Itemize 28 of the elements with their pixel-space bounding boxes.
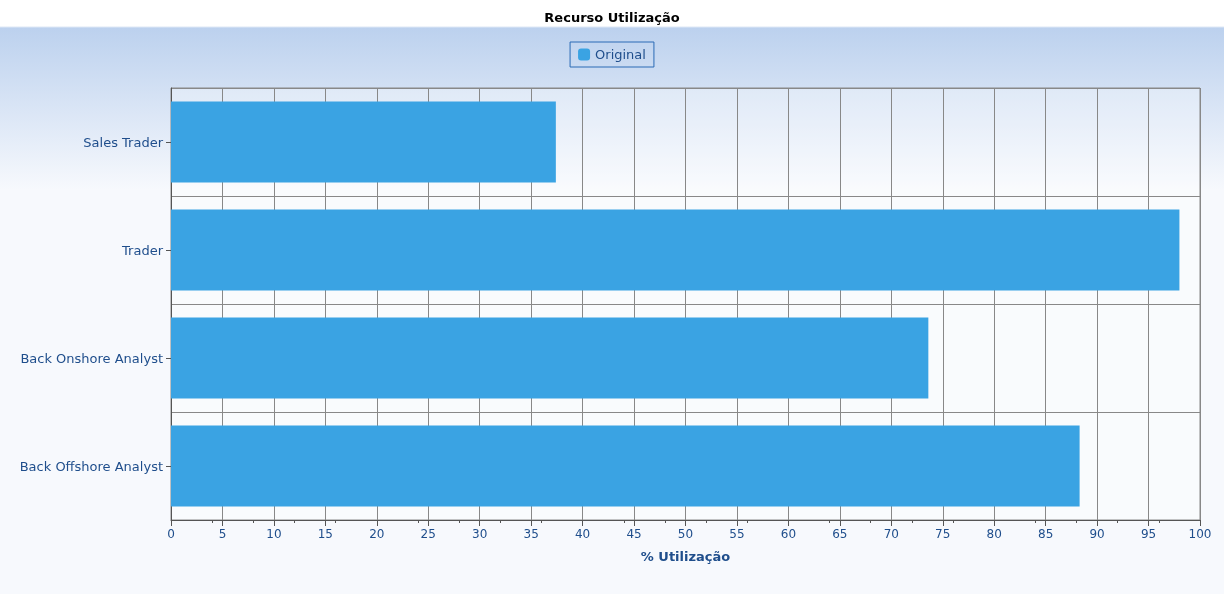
x-tick-label: 0	[167, 527, 175, 541]
x-tick-label: 65	[832, 527, 848, 541]
x-axis-title: % Utilização	[640, 549, 731, 564]
x-tick-label: 10	[266, 527, 282, 541]
x-tick-label: 15	[317, 527, 333, 541]
legend-label: Original	[595, 47, 646, 62]
x-tick-label: 95	[1140, 527, 1157, 541]
y-tick-label: Back Onshore Analyst	[20, 350, 163, 366]
x-tick-label: 25	[420, 527, 436, 541]
chart-title: Recurso Utilização	[544, 10, 680, 25]
x-tick-label: 80	[986, 527, 1002, 541]
x-tick-label: 100	[1188, 527, 1212, 541]
y-tick-label: Trader	[121, 242, 164, 258]
x-tick-label: 60	[780, 527, 797, 541]
x-tick-label: 70	[883, 527, 899, 541]
x-tick-label: 75	[935, 527, 951, 541]
y-tick-label: Back Offshore Analyst	[19, 458, 163, 474]
x-tick-label: 85	[1038, 527, 1054, 541]
x-tick-label: 50	[677, 527, 694, 541]
x-tick-label: 40	[574, 527, 591, 541]
x-tick-label: 90	[1089, 527, 1105, 541]
x-tick-label: 5	[218, 527, 227, 541]
y-tick-label: Sales Trader	[83, 134, 164, 150]
x-tick-label: 35	[523, 527, 539, 541]
x-tick-label: 45	[626, 527, 642, 541]
x-tick-label: 30	[472, 527, 488, 541]
x-tick-label: 20	[369, 527, 385, 541]
x-tick-label: 55	[729, 527, 745, 541]
